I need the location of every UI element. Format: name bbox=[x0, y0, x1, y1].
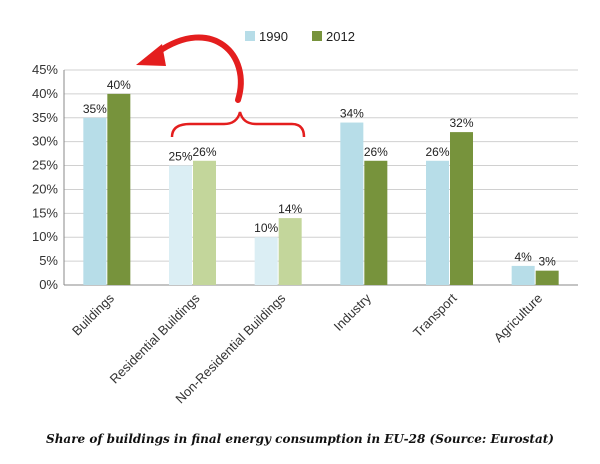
y-tick-label: 40% bbox=[32, 86, 58, 101]
brace-annotation bbox=[170, 111, 306, 138]
y-tick-label: 35% bbox=[32, 110, 58, 125]
bar-1990 bbox=[511, 265, 535, 285]
data-label: 32% bbox=[449, 116, 473, 130]
bar-2012 bbox=[107, 93, 131, 285]
bar-2012 bbox=[193, 160, 216, 285]
bars bbox=[83, 93, 559, 286]
bar-1990 bbox=[169, 165, 192, 285]
y-tick-label: 45% bbox=[32, 62, 58, 77]
data-label: 35% bbox=[83, 102, 107, 116]
x-tick-label: Buildings bbox=[69, 290, 117, 338]
data-label: 26% bbox=[364, 145, 388, 159]
data-label: 10% bbox=[254, 221, 278, 235]
y-tick-label: 25% bbox=[32, 158, 58, 173]
gridlines bbox=[63, 69, 578, 286]
legend-swatch-1990 bbox=[245, 31, 255, 41]
legend-swatch-2012 bbox=[312, 31, 322, 41]
data-label: 26% bbox=[425, 145, 449, 159]
bar-1990 bbox=[83, 117, 107, 286]
legend-label-1990: 1990 bbox=[259, 29, 288, 44]
data-label: 14% bbox=[278, 202, 302, 216]
y-axis-ticks: 0% 5% 10% 15% 20% 25% 30% 35% 40% 45% bbox=[32, 62, 58, 292]
curved-arrow-annotation bbox=[155, 34, 244, 103]
y-tick-label: 0% bbox=[39, 277, 58, 292]
chart-caption: Share of buildings in final energy consu… bbox=[46, 432, 554, 446]
data-label: 25% bbox=[168, 150, 192, 164]
legend: 1990 2012 bbox=[245, 29, 355, 44]
data-label: 26% bbox=[192, 145, 216, 159]
bar-chart: 0%5%10%15%20%25%30%35%40%45% 35%40%25% 26… bbox=[32, 29, 578, 406]
bar-2012 bbox=[450, 132, 473, 285]
data-label: 3% bbox=[538, 255, 556, 269]
y-tick-label: 15% bbox=[32, 205, 58, 220]
data-label: 4% bbox=[514, 250, 532, 264]
y-tick-label: 10% bbox=[32, 229, 58, 244]
annotations bbox=[136, 34, 306, 138]
bar-2012 bbox=[535, 270, 559, 285]
y-tick-label: 20% bbox=[32, 181, 58, 196]
bar-1990 bbox=[426, 160, 449, 285]
data-label: 34% bbox=[340, 107, 364, 121]
x-tick-label: Agriculture bbox=[491, 291, 546, 346]
y-tick-label: 30% bbox=[32, 134, 58, 149]
x-tick-label: Industry bbox=[331, 290, 375, 334]
bar-1990 bbox=[254, 237, 278, 285]
bar-2012 bbox=[278, 218, 302, 285]
arrow-head-annotation bbox=[136, 44, 166, 66]
data-labels: 35%40%25% 26%10%14%34%26% 26%32%4% 3% bbox=[83, 78, 556, 269]
bar-2012 bbox=[364, 160, 388, 285]
x-tick-label: Residential Buildings bbox=[107, 290, 203, 386]
data-label: 40% bbox=[107, 78, 131, 92]
bar-1990 bbox=[340, 122, 364, 285]
legend-label-2012: 2012 bbox=[326, 29, 355, 44]
x-tick-label: Transport bbox=[410, 290, 460, 340]
y-tick-label: 5% bbox=[39, 253, 58, 268]
